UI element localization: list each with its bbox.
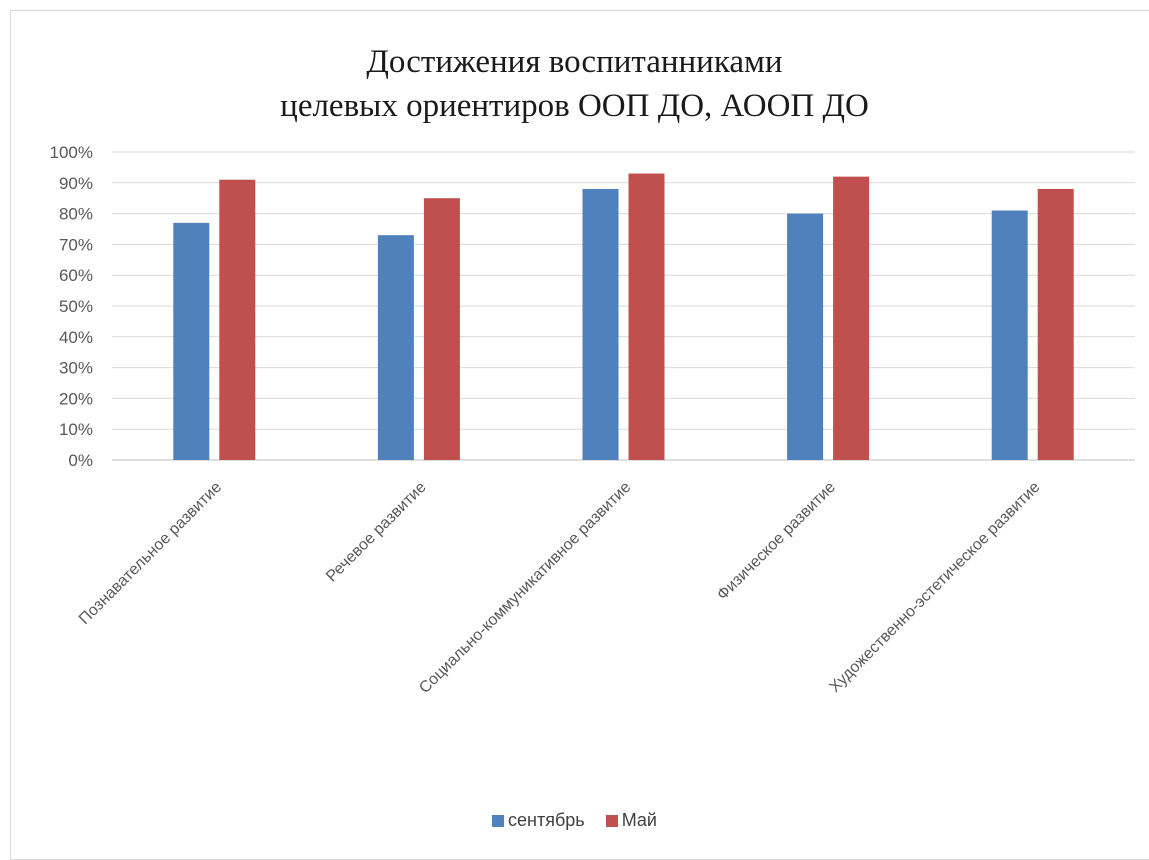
legend-label-may: Май: [621, 810, 657, 830]
y-tick-label: 50%: [59, 297, 93, 316]
chart-title-line-1: Достижения воспитанниками: [366, 44, 783, 80]
bar-september: [582, 188, 619, 460]
y-tick-label: 70%: [59, 235, 93, 254]
legend-swatch-may: [605, 814, 618, 827]
bar-may: [219, 179, 256, 460]
bar-september: [377, 235, 414, 460]
bar-september: [991, 210, 1028, 460]
x-tick-label: Физическое развитие: [714, 479, 839, 604]
x-tick-label: Речевое развитие: [323, 479, 430, 586]
y-tick-label: 40%: [59, 328, 93, 347]
bar-september: [173, 222, 210, 460]
y-tick-label: 0%: [68, 451, 93, 470]
legend-swatch-september: [492, 814, 505, 827]
bar-may: [423, 198, 460, 460]
y-tick-label: 20%: [59, 389, 93, 408]
y-tick-label: 60%: [59, 266, 93, 285]
y-tick-label: 90%: [59, 174, 93, 193]
y-tick-label: 30%: [59, 359, 93, 378]
bar-may: [833, 176, 870, 460]
x-tick-label: Познавательное развитие: [76, 479, 225, 628]
bar-may: [628, 173, 665, 460]
chart-title-line-2: целевых ориентиров ООП ДО, АООП ДО: [280, 88, 869, 124]
legend-item-september: сентябрь: [492, 810, 585, 831]
y-tick-label: 10%: [59, 420, 93, 439]
legend-label-september: сентябрь: [508, 810, 585, 830]
y-tick-label: 100%: [50, 143, 93, 162]
bar-september: [787, 213, 824, 460]
legend-item-may: Май: [605, 810, 657, 831]
bar-may: [1037, 188, 1074, 460]
legend: сентябрь Май: [0, 810, 1149, 832]
y-tick-label: 80%: [59, 205, 93, 224]
x-tick-label: Художественно-эстетическое развитие: [826, 479, 1043, 696]
x-tick-label: Социально-коммуникативное развитие: [416, 479, 634, 697]
